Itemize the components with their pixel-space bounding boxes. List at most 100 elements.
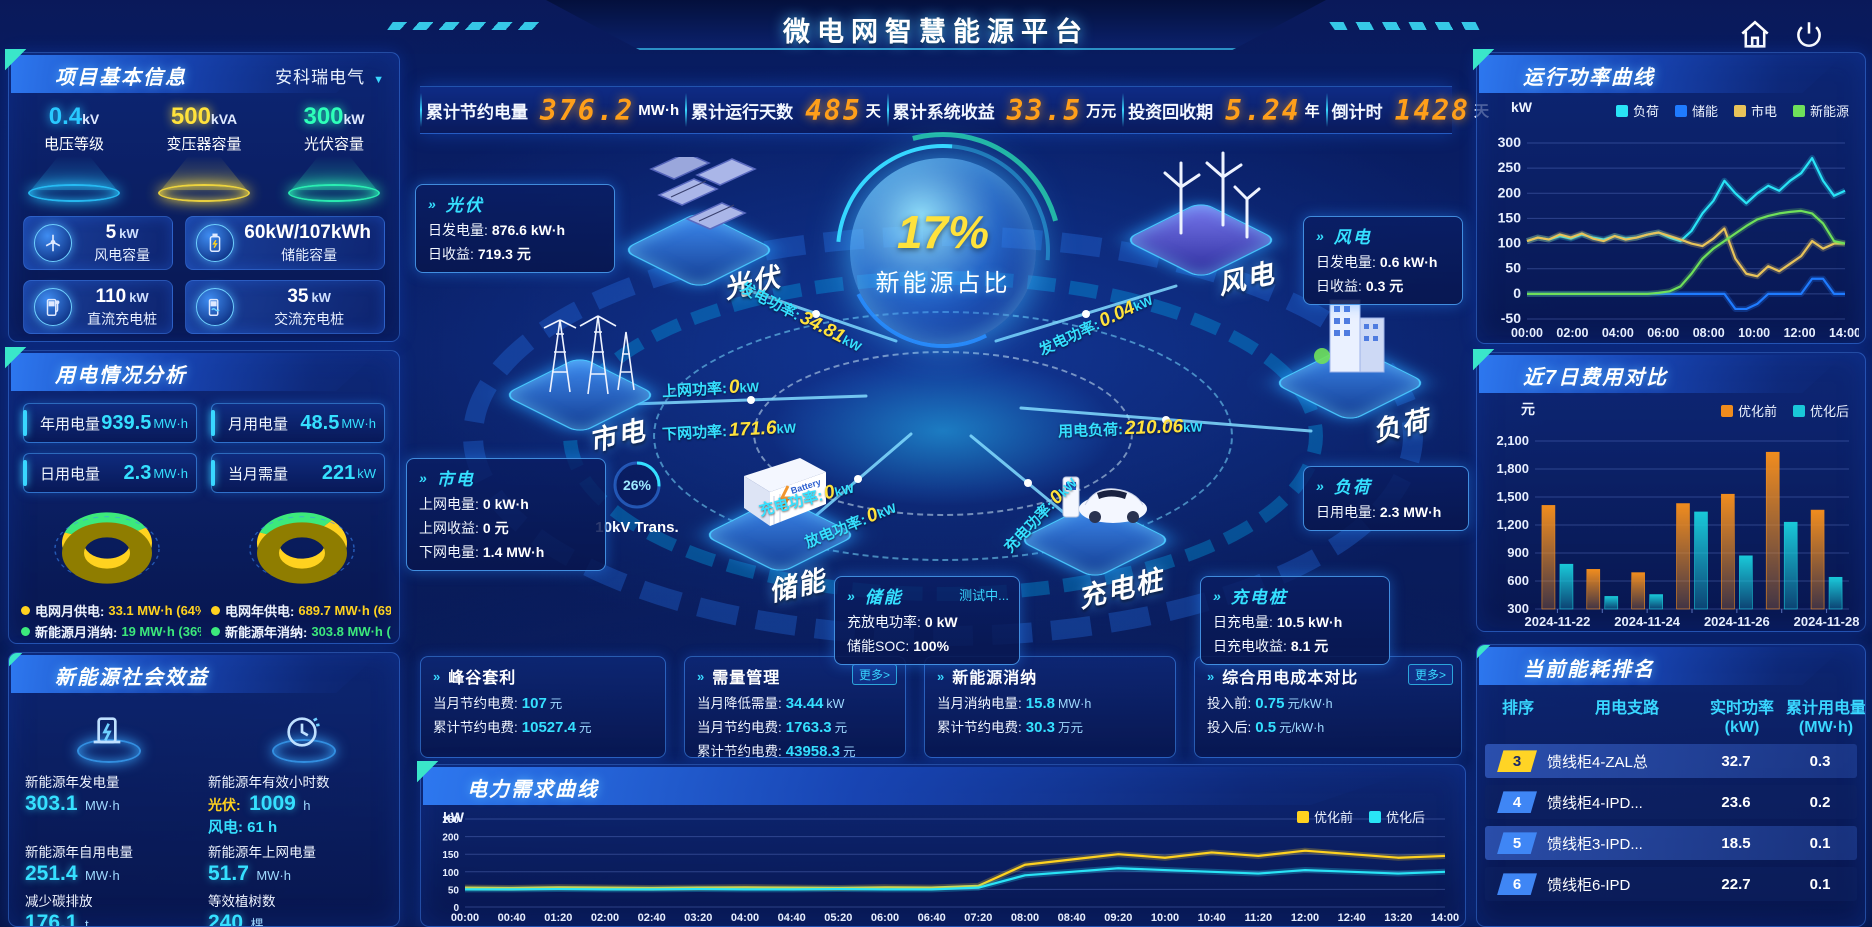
benefit-unit: MW·h (85, 868, 120, 883)
rank-badge: 4 (1497, 791, 1537, 814)
svg-text:12:00: 12:00 (1291, 912, 1319, 924)
col-branch: 用电支路 (1594, 700, 1659, 717)
card-unit: kW (119, 225, 139, 241)
node-pile[interactable]: 充电桩 (1015, 441, 1185, 613)
more-button[interactable]: 更多> (851, 664, 897, 685)
stat-value: 376.2 (540, 93, 635, 127)
spotlight-unit: kV (82, 111, 100, 127)
benefit-label: 新能源年上网电量 (208, 845, 316, 860)
node-storage[interactable]: Battery 储能 (700, 436, 870, 607)
legend-item: 负荷 (1615, 101, 1659, 120)
table-header: 排序 用电支路 实时功率 (kW) 累计用电量 (MW·h) (1483, 699, 1865, 737)
svg-text:2024-11-22: 2024-11-22 (1525, 614, 1591, 629)
arrow-icon: » (1213, 587, 1223, 604)
panel-header: 电力需求曲线 (423, 767, 1455, 805)
company-selector[interactable]: 安科瑞电气 ▼ (275, 68, 385, 87)
svg-text:00:00: 00:00 (1511, 326, 1543, 340)
testing-badge: 测试中... (959, 588, 1009, 603)
arrow-icon: » (1316, 477, 1326, 494)
more-button[interactable]: 更多> (1407, 664, 1453, 685)
table-body: 3 馈线柜4-ZAL总 32.7 0.3 4 馈线柜4-IPD... 23.6 … (1485, 744, 1857, 902)
benefit-label: 减少碳排放 (25, 894, 93, 909)
benefit-unit: t (85, 917, 89, 927)
legend-swatch (1615, 104, 1628, 117)
usage-unit: MW·h (153, 415, 188, 431)
spotlight-unit: kVA (210, 111, 238, 127)
card-label: 风电容量 (94, 246, 151, 263)
home-icon[interactable] (1738, 18, 1772, 52)
node-load[interactable]: 负荷 (1270, 284, 1440, 447)
power-towers-icon (543, 315, 635, 395)
panel-title: 当前能耗排名 (1523, 659, 1655, 681)
panel-title: 用电情况分析 (55, 365, 187, 387)
svg-text:50: 50 (448, 885, 460, 896)
power-cell: 23.6 (1721, 793, 1751, 811)
arrow-icon: » (1316, 227, 1326, 244)
cost-compare-card: » 综合用电成本对比 更多> 投入前: 0.75 元/kW·h 投入后: 0.5 元/kW… (1194, 656, 1462, 758)
donut-legend: 电网月供电: 33.1 MW·h (64%) 电网年供电: 689.7 MW·h… (17, 601, 391, 641)
benefit-unit: 棵 (250, 917, 264, 927)
card-value: 5 (105, 221, 117, 243)
panel-header: 当前能耗排名 (1479, 647, 1855, 685)
solar-panels-icon (649, 157, 757, 230)
capacity-card: 35 kW 交流充电桩 (185, 280, 385, 334)
table-row[interactable]: 3 馈线柜4-ZAL总 32.7 0.3 (1485, 744, 1857, 779)
svg-text:100: 100 (1498, 235, 1522, 251)
legend-swatch (1368, 810, 1381, 823)
table-row[interactable]: 6 馈线柜6-IPD 22.7 0.1 (1485, 867, 1857, 902)
card-value: 35 (287, 285, 309, 307)
usage-stat-pill: 月用电量 48.5 MW·h (211, 403, 385, 443)
panel-header: 运行功率曲线 (1479, 55, 1855, 93)
stat-label: 累计系统收益 (892, 102, 995, 122)
branch-cell: 馈线柜4-ZAL总 (1547, 753, 1648, 771)
kpi-stats-bar: 累计节约电量 376.2 MW·h 累计运行天数 485 天 累计系统收益 33… (420, 86, 1489, 134)
svg-text:1,800: 1,800 (1496, 461, 1529, 476)
benefit-value: 303.1 (25, 792, 78, 815)
legend-value: 303.8 MW·h (31%) (311, 624, 391, 639)
power-icon[interactable] (1792, 18, 1826, 52)
legend-item: 优化前 (1720, 401, 1777, 420)
summary-cards-row: » 峰谷套利 当月节约电费: 107 元 累计节约电费: 10527.4 元 » 需量管理 … (420, 656, 1462, 760)
table-row[interactable]: 4 馈线柜4-IPD... 23.6 0.2 (1485, 785, 1857, 820)
svg-text:300: 300 (1507, 601, 1529, 616)
node-grid[interactable]: 市电 (500, 296, 670, 457)
legend-dot (211, 627, 220, 636)
svg-text:06:00: 06:00 (871, 912, 899, 924)
panel-title: 近7日费用对比 (1523, 367, 1669, 389)
flow-beams (629, 284, 1313, 533)
svg-text:06:00: 06:00 (1647, 326, 1679, 340)
y-axis-label: 元 (1521, 401, 1535, 417)
svg-text:200: 200 (1498, 184, 1522, 200)
usage-label: 月用电量 (228, 415, 289, 433)
legend-swatch (1674, 104, 1687, 117)
card-label: 交流充电桩 (274, 310, 345, 327)
power-curve-panel: 运行功率曲线 kW 负荷 储能 市电 新能源 -50 0 50 100 150 200 250 30… (1476, 52, 1866, 344)
grid-info-box: » 市电 上网电量: 0 kW·h 上网收益: 0 元 下网电量: 1.4 MW·h (406, 458, 606, 571)
cost-compare-chart: 300 600 900 1,200 1,500 1,800 2,100 2024-11-22 2… (1496, 433, 1859, 629)
svg-text:07:20: 07:20 (964, 912, 992, 924)
rank-badge: 6 (1497, 873, 1537, 896)
benefit-item: 减少碳排放 176.1 t (25, 890, 200, 927)
table-row[interactable]: 5 馈线柜3-IPD... 18.5 0.1 (1485, 826, 1857, 861)
svg-text:600: 600 (1507, 573, 1529, 588)
spotlight-label: 电压等级 (43, 136, 104, 153)
node-wind[interactable]: 风电 (1121, 141, 1291, 301)
svg-text:2,100: 2,100 (1496, 433, 1529, 448)
usage-stat-pill: 日用电量 2.3 MW·h (23, 453, 197, 493)
legend-item: 优化后 (1792, 401, 1849, 420)
svg-text:2024-11-24: 2024-11-24 (1614, 614, 1681, 629)
energy-flow-diagram: 17% 新能源占比 光伏 风电 (406, 88, 1469, 665)
capacity-card: 60kW/107kWh 储能容量 (185, 216, 385, 270)
node-pv[interactable]: 光伏 (619, 151, 789, 311)
arrow-icon: » (697, 668, 706, 684)
benefit-value: 51.7 (208, 862, 249, 885)
benefit-panel: 新能源社会效益 新能源年发电量 303.1 MW·h 新能源年有效小时数 (8, 652, 400, 927)
svg-text:10:40: 10:40 (1198, 912, 1226, 924)
legend-item: 优化前 (1296, 807, 1353, 826)
legend-item: 优化后 (1368, 807, 1425, 826)
svg-text:08:40: 08:40 (1058, 912, 1086, 924)
svg-text:150: 150 (442, 850, 459, 861)
svg-text:-50: -50 (1501, 310, 1521, 326)
capacity-card: 110 kW 直流充电桩 (23, 280, 174, 334)
svg-text:04:40: 04:40 (778, 912, 806, 924)
